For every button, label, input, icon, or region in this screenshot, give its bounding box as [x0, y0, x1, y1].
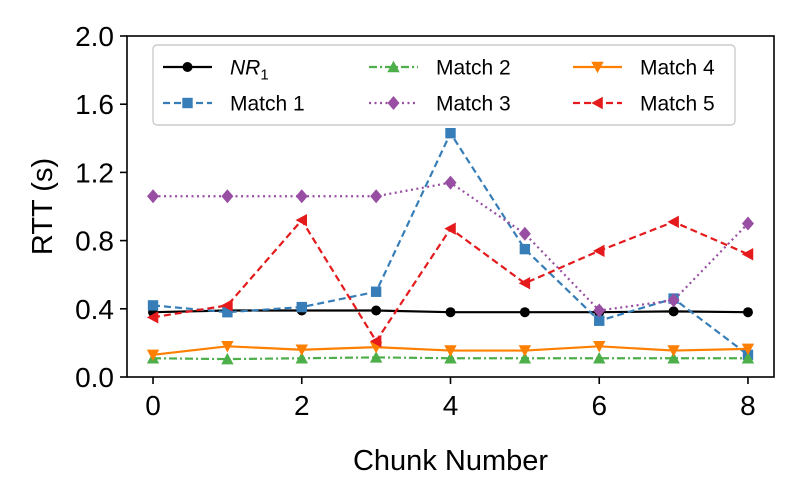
data-point	[741, 248, 754, 261]
legend-marker	[387, 60, 400, 73]
data-point	[741, 343, 755, 356]
legend-label: Match 1	[230, 93, 305, 116]
data-point	[221, 189, 234, 204]
data-point	[147, 189, 160, 204]
data-point	[594, 315, 605, 326]
x-tick-label: 8	[740, 390, 756, 421]
data-point	[668, 306, 679, 317]
data-point	[296, 301, 307, 313]
data-point	[295, 352, 308, 364]
data-point	[445, 127, 456, 139]
legend-label: Match 4	[640, 57, 715, 80]
legend-item: NR1	[163, 57, 269, 84]
series-layer	[146, 127, 755, 365]
series-2	[147, 127, 754, 361]
data-point	[444, 175, 457, 190]
legend-marker	[591, 61, 604, 74]
x-tick-label: 2	[294, 390, 310, 421]
data-point	[519, 243, 531, 255]
legend-marker	[591, 96, 603, 110]
data-point	[222, 307, 233, 318]
data-point	[295, 344, 308, 356]
axes: 0.0 0.4 0.8 1.2 1.6 2.0 0 2 4 6 8 Chunk Number RTT (…	[27, 21, 775, 477]
legend-box	[152, 44, 736, 126]
data-point	[221, 299, 233, 312]
legend-item: Match 5	[573, 93, 715, 116]
data-point	[444, 352, 457, 364]
y-tick-label: 2.0	[75, 21, 114, 52]
data-point	[518, 352, 532, 364]
data-point	[221, 352, 234, 365]
x-tick-label: 0	[145, 390, 161, 421]
series-line	[152, 218, 749, 344]
data-point	[221, 341, 234, 353]
legend-label: Match 5	[640, 93, 715, 116]
legend-item: Match 4	[573, 57, 715, 80]
data-point	[667, 215, 679, 229]
legend-label: Match 3	[436, 93, 511, 116]
data-point	[371, 305, 382, 316]
data-point	[667, 352, 680, 364]
data-point	[593, 341, 606, 353]
legend-item: Match 3	[369, 93, 511, 116]
data-point	[370, 286, 382, 297]
data-point	[742, 307, 753, 318]
data-point	[741, 216, 754, 231]
series-line	[153, 181, 749, 312]
legend-label: Match 2	[436, 57, 511, 80]
x-tick-label: 6	[591, 390, 607, 421]
data-point	[667, 345, 680, 357]
data-point	[667, 293, 680, 308]
series-6	[146, 213, 754, 348]
y-tick-label: 0.0	[75, 362, 114, 393]
legend-marker	[387, 96, 400, 110]
legend-marker	[182, 97, 193, 109]
legend-label: NR1	[230, 57, 269, 84]
data-point	[146, 311, 159, 324]
data-point	[295, 189, 308, 204]
legend: NR1 Match 1 Match 2 Match 3 Match 4 Match 5	[152, 44, 736, 126]
data-point	[519, 307, 530, 318]
data-point	[146, 349, 160, 362]
y-axis-label: RTT (s)	[27, 158, 59, 255]
data-point	[147, 300, 159, 311]
data-point	[518, 226, 531, 241]
data-point	[445, 307, 456, 318]
x-axis-label: Chunk Number	[353, 445, 548, 477]
data-point	[593, 244, 605, 258]
series-3	[146, 351, 755, 365]
data-point	[593, 303, 606, 318]
legend-marker	[182, 62, 193, 72]
legend-item: Match 1	[163, 93, 305, 116]
data-point	[518, 345, 532, 357]
y-tick-label: 1.2	[75, 157, 114, 188]
y-tick-label: 0.4	[75, 294, 114, 325]
y-tick-label: 1.6	[75, 89, 114, 120]
series-line	[153, 356, 748, 361]
series-4	[147, 175, 754, 318]
data-point	[444, 345, 457, 357]
data-point	[369, 334, 382, 348]
data-point	[741, 352, 755, 364]
data-point	[369, 351, 383, 363]
series-line	[152, 130, 749, 356]
data-point	[593, 352, 606, 364]
series-1	[148, 305, 753, 318]
x-tick-label: 4	[443, 390, 459, 421]
data-point	[444, 222, 456, 235]
data-point	[518, 277, 531, 290]
y-tick-label: 0.8	[75, 226, 114, 257]
data-point	[295, 213, 308, 227]
legend-item: Match 2	[369, 57, 511, 80]
data-point	[370, 189, 383, 204]
